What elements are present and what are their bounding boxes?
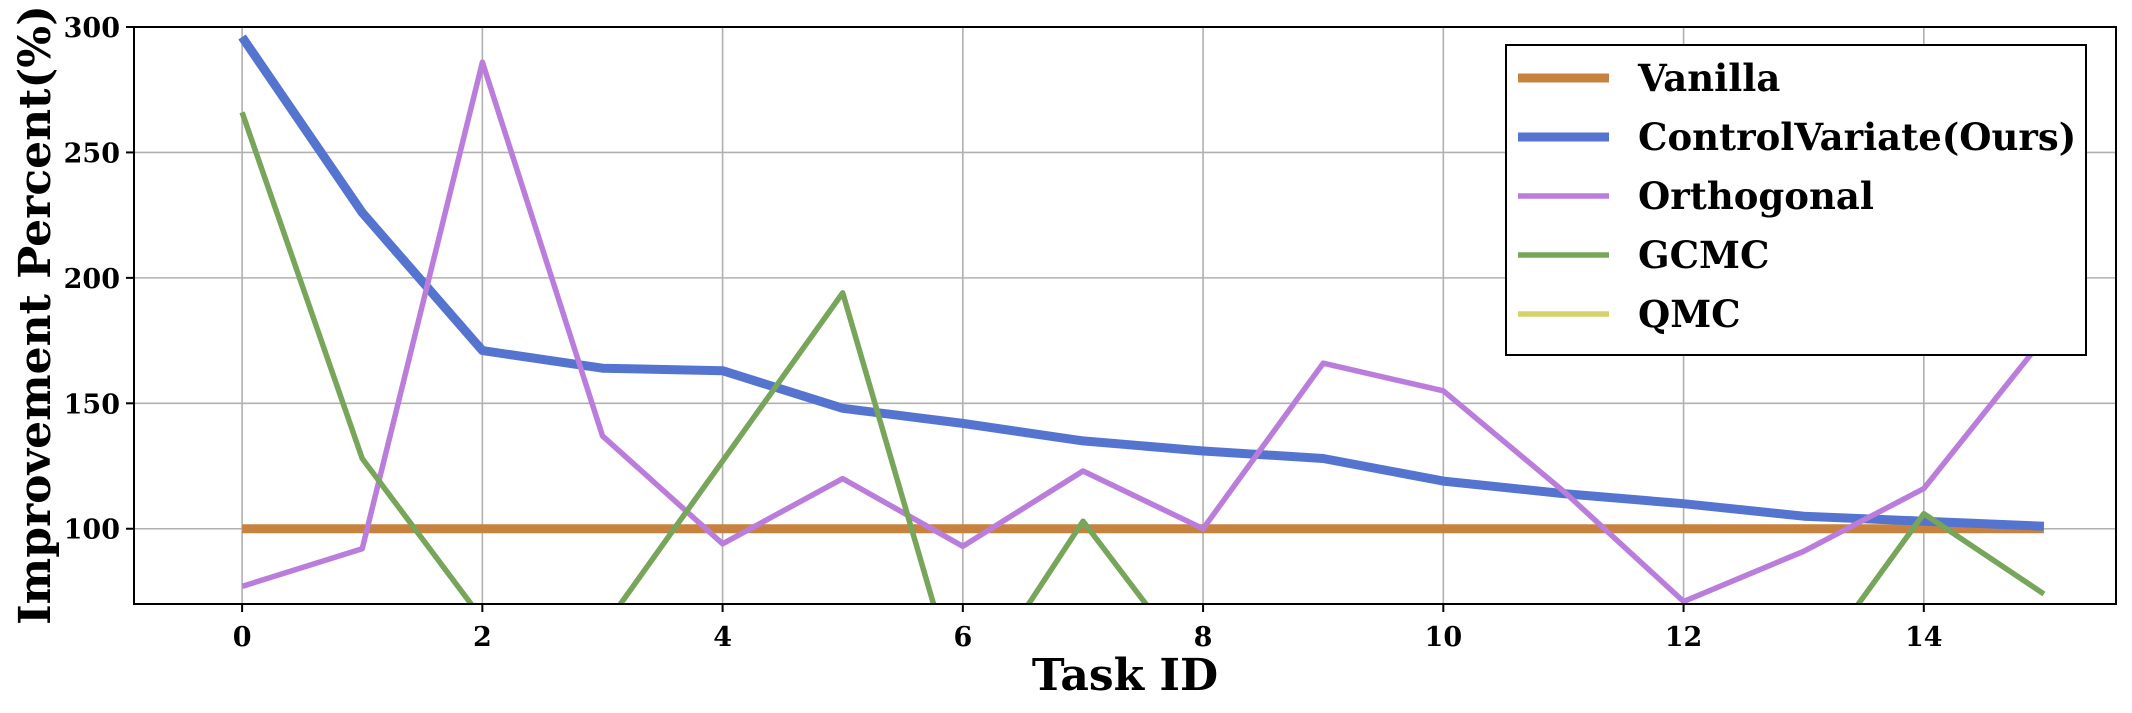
y-axis-title: Improvement Percent(%)	[10, 5, 61, 625]
y-axis-ticks: 100 150 200 250 300	[64, 13, 134, 546]
x-axis-ticks: 0 2 4 6 8 10 12 14	[233, 604, 1943, 653]
y-tick-label: 250	[64, 138, 120, 169]
x-tick-label: 2	[473, 622, 492, 653]
x-tick-label: 4	[713, 622, 732, 653]
y-tick-label: 150	[64, 389, 120, 420]
y-tick-label: 100	[64, 515, 120, 546]
legend-box	[1505, 44, 2087, 356]
x-tick-label: 0	[233, 622, 252, 653]
plot-frame	[133, 26, 2117, 605]
x-tick-label: 12	[1665, 622, 1703, 653]
x-tick-label: 14	[1905, 622, 1943, 653]
series-line-orthogonal	[241, 59, 2047, 604]
series-line-gcmc	[239, 111, 2046, 604]
legend-label: Vanilla	[1637, 56, 1780, 100]
x-axis-title: Task ID	[1032, 650, 1218, 701]
legend: Vanilla ControlVariate(Ours) Orthogonal GCM…	[1505, 44, 2087, 356]
y-tick-label: 300	[64, 13, 120, 44]
legend-label: GCMC	[1638, 233, 1769, 277]
y-tick-label: 200	[64, 264, 120, 295]
x-tick-label: 10	[1425, 622, 1463, 653]
legend-label: ControlVariate(Ours)	[1638, 115, 2076, 159]
x-tick-label: 8	[1194, 622, 1213, 653]
legend-label: QMC	[1638, 292, 1741, 336]
legend-label: Orthogonal	[1638, 174, 1874, 218]
series-line-controlvariate-ours	[238, 34, 2045, 531]
series-group	[238, 34, 2047, 604]
x-tick-label: 6	[953, 622, 972, 653]
